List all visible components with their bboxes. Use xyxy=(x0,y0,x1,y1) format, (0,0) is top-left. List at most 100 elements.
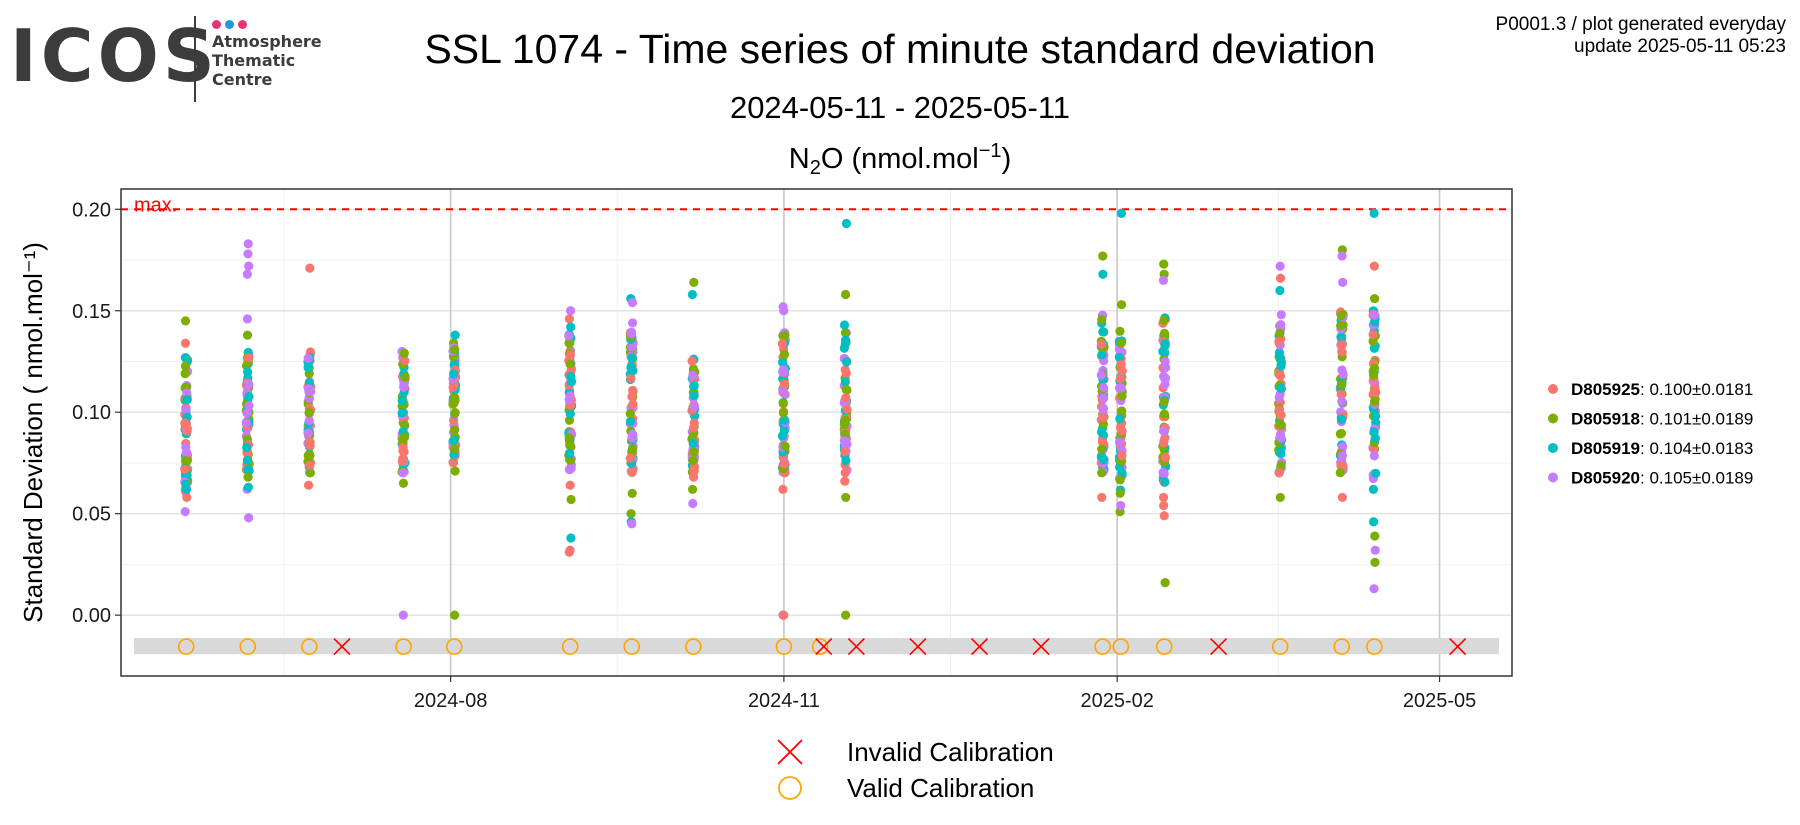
data-point-D805920 xyxy=(398,468,408,478)
calibration-legend-label: Valid Calibration xyxy=(847,773,1034,803)
logo-dots xyxy=(212,16,251,34)
valid-calibration-legend-symbol xyxy=(778,776,802,800)
invalid-calibration-marker xyxy=(909,638,927,656)
legend-series-name: D805925 xyxy=(1571,380,1640,399)
data-point-D805919 xyxy=(688,438,698,448)
data-point-D805919 xyxy=(244,392,254,402)
data-point-D805919 xyxy=(779,415,790,425)
data-point-D805925 xyxy=(398,454,409,464)
data-point-D805925 xyxy=(841,368,851,379)
data-point-D805918 xyxy=(1115,326,1125,336)
data-point-D805918 xyxy=(1115,488,1125,498)
data-point-D805925 xyxy=(1274,336,1284,347)
data-point-D805920 xyxy=(1159,469,1169,479)
data-point-D805919 xyxy=(777,431,788,441)
legend-series-stat: : 0.105±0.0189 xyxy=(1640,469,1753,488)
data-point-D805918 xyxy=(1159,259,1169,269)
data-point-D805925 xyxy=(1369,444,1379,454)
valid-calibration-marker xyxy=(301,638,318,655)
legend-swatch xyxy=(1548,384,1558,394)
data-point-D805919 xyxy=(1115,414,1125,424)
legend-series-stat: : 0.104±0.0183 xyxy=(1640,439,1753,458)
valid-calibration-marker xyxy=(561,638,579,655)
data-point-D805920 xyxy=(1275,430,1286,440)
legend-item-D805919: D805919: 0.104±0.0183 xyxy=(1548,439,1753,458)
data-point-D805919 xyxy=(841,357,852,367)
data-cluster xyxy=(180,316,193,517)
data-point-D805925 xyxy=(689,472,699,482)
data-point-D805918 xyxy=(1276,460,1286,471)
data-point-D805918 xyxy=(1098,419,1109,429)
data-point-D805919 xyxy=(1274,347,1285,358)
logo-dot-1 xyxy=(212,20,221,29)
invalid-calibration-marker xyxy=(815,638,833,656)
legend-item-D805920: D805920: 0.105±0.0189 xyxy=(1548,469,1753,488)
data-point-D805925 xyxy=(1158,492,1169,503)
data-point-D805920 xyxy=(1096,370,1106,380)
data-point-D805925 xyxy=(687,356,697,366)
data-point-D805925 xyxy=(1160,433,1170,443)
data-point-D805920 xyxy=(565,464,576,474)
legend-label: D805919: 0.104±0.0183 xyxy=(1571,439,1753,458)
data-point-D805919 xyxy=(689,381,699,391)
data-point-D805920 xyxy=(689,402,700,412)
data-point-D805918 xyxy=(450,407,460,418)
data-point-D805919 xyxy=(566,533,576,543)
data-point-D805919 xyxy=(242,442,252,453)
calibration-legend-label: Invalid Calibration xyxy=(847,737,1054,767)
data-point-D805918 xyxy=(180,361,191,371)
data-point-D805919 xyxy=(243,464,253,475)
logo-wordmark: ICOS xyxy=(10,14,219,98)
valid-calibration-marker xyxy=(1112,638,1130,655)
data-point-D805920 xyxy=(244,261,254,271)
data-point-D805918 xyxy=(1159,409,1169,419)
data-point-D805919 xyxy=(566,377,577,387)
data-point-D805925 xyxy=(1098,412,1108,423)
data-point-D805919 xyxy=(687,289,698,300)
data-point-D805919 xyxy=(182,394,192,405)
data-point-D805925 xyxy=(244,353,254,363)
data-point-D805920 xyxy=(1098,403,1109,414)
data-cluster xyxy=(625,293,638,529)
data-cluster xyxy=(448,330,461,620)
data-point-D805919 xyxy=(1098,269,1108,279)
data-cluster xyxy=(839,218,852,620)
logo-subtitle-line-3: Centre xyxy=(212,70,273,89)
data-point-D805920 xyxy=(304,415,314,426)
data-point-D805918 xyxy=(242,330,253,340)
data-point-D805919 xyxy=(1369,208,1379,218)
data-point-D805918 xyxy=(1336,311,1346,321)
data-point-D805919 xyxy=(449,435,459,445)
data-point-D805918 xyxy=(1159,397,1169,407)
data-point-D805925 xyxy=(303,480,314,490)
valid-calibration-marker xyxy=(685,638,702,655)
data-point-D805918 xyxy=(1116,406,1127,416)
data-point-D805919 xyxy=(1160,340,1170,350)
valid-calibration-marker xyxy=(623,638,641,655)
data-point-D805920 xyxy=(241,418,252,428)
y-tick-label: 0.05 xyxy=(72,504,111,526)
data-point-D805919 xyxy=(1370,433,1380,443)
data-point-D805920 xyxy=(1116,500,1126,511)
valid-calibration-marker xyxy=(239,638,257,655)
valid-calibration-marker xyxy=(1333,638,1351,655)
x-tick-label: 2025-02 xyxy=(1080,690,1153,712)
data-point-D805925 xyxy=(1274,468,1284,478)
data-point-D805920 xyxy=(242,314,253,324)
data-point-D805919 xyxy=(181,484,192,494)
data-point-D805920 xyxy=(242,408,252,418)
x-tick-label: 2024-11 xyxy=(748,690,820,712)
y-tick-label: 0.15 xyxy=(72,301,111,323)
max-threshold-label: max. xyxy=(134,194,177,216)
data-point-D805919 xyxy=(397,396,407,406)
data-point-D805925 xyxy=(180,338,191,348)
data-point-D805920 xyxy=(627,329,637,339)
data-point-D805925 xyxy=(779,610,789,620)
data-point-D805925 xyxy=(1336,389,1346,400)
data-point-D805919 xyxy=(565,409,575,419)
data-point-D805918 xyxy=(1098,251,1108,261)
data-point-D805919 xyxy=(839,320,850,330)
data-cluster xyxy=(303,263,316,490)
data-point-D805918 xyxy=(305,468,315,478)
chart-title-unit: O (nmol.mol xyxy=(821,143,979,175)
